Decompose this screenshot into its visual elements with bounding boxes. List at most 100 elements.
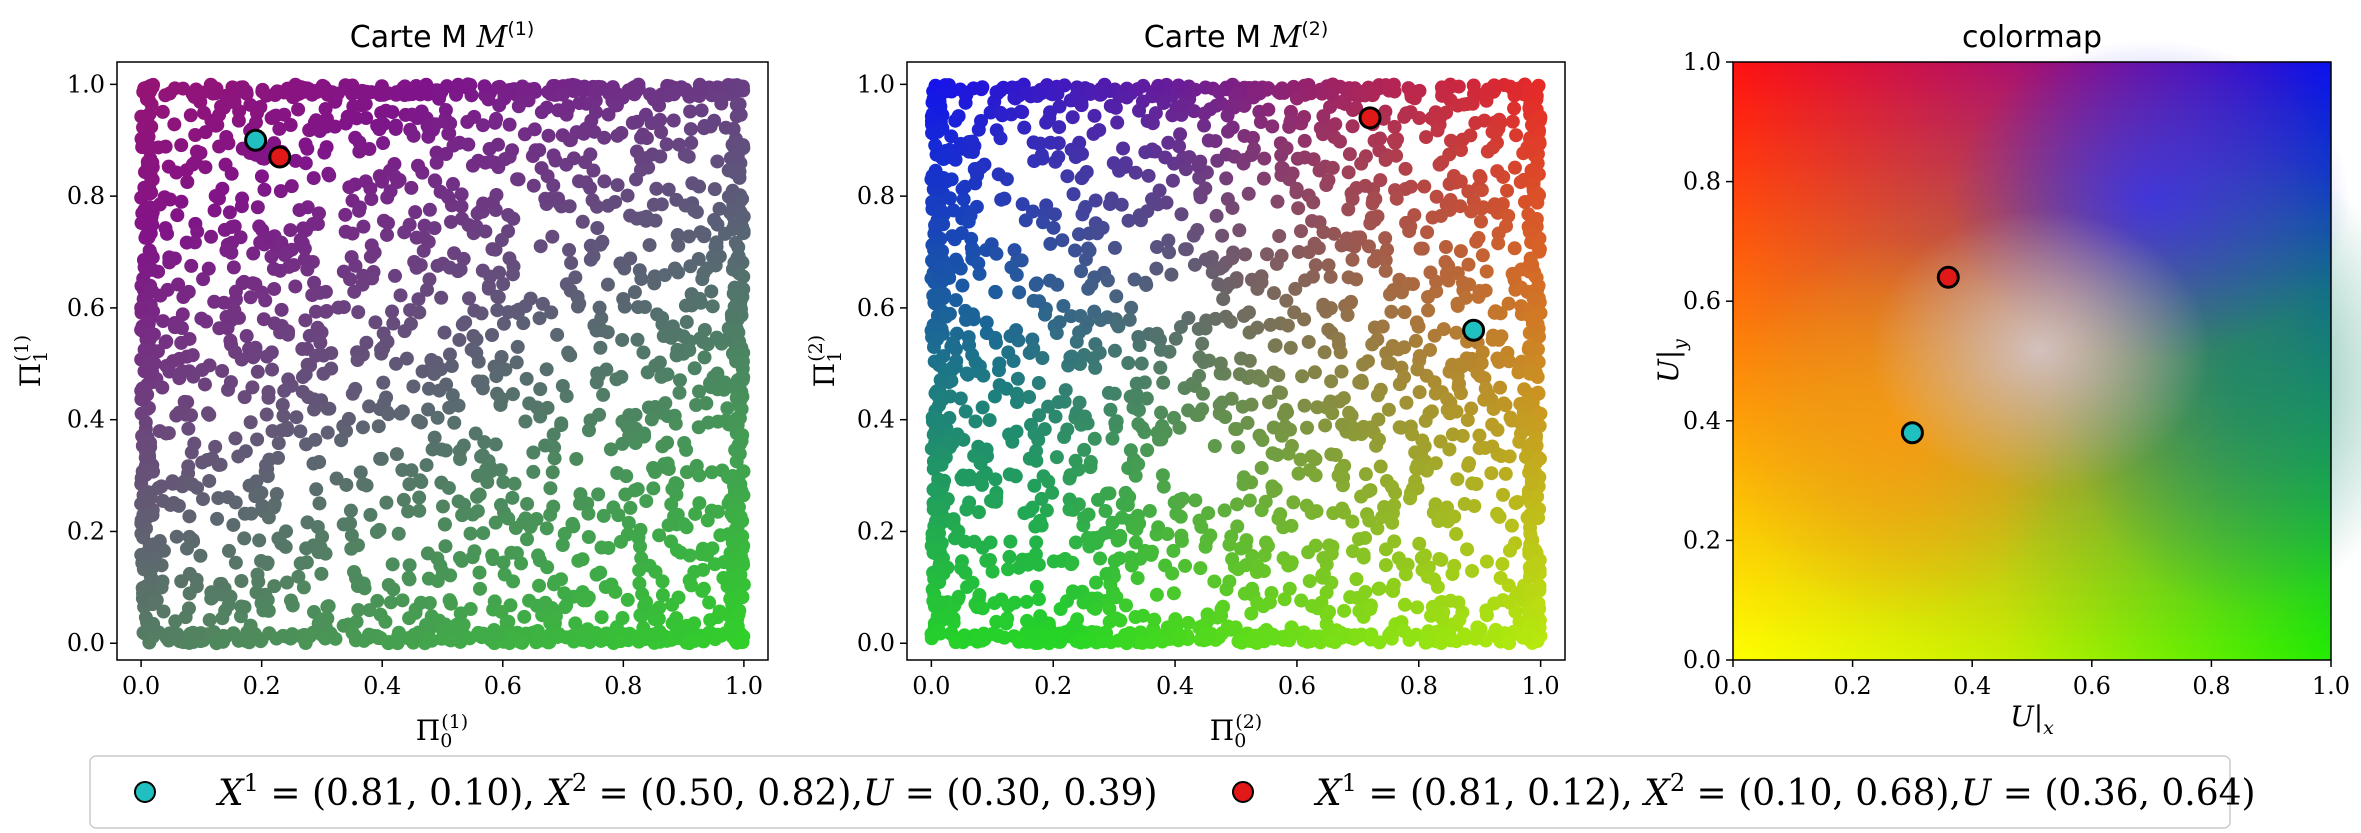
scatter-dot: [1397, 597, 1412, 612]
scatter-dot: [280, 327, 295, 342]
scatter-dot: [1341, 270, 1356, 285]
scatter-dot: [403, 316, 418, 331]
scatter-dot: [1019, 85, 1034, 100]
scatter-dot: [228, 555, 243, 570]
scatter-dot: [959, 366, 974, 381]
scatter-dot: [1144, 635, 1159, 650]
scatter-dot: [1335, 417, 1350, 432]
scatter-dot: [728, 287, 743, 302]
scatter-dot: [1118, 598, 1133, 613]
scatter-dot: [255, 498, 270, 513]
scatter-dot: [182, 509, 197, 524]
scatter-dot: [953, 391, 968, 406]
scatter-dot: [470, 504, 485, 519]
scatter-dot: [1327, 635, 1342, 650]
scatter-dot: [926, 594, 941, 609]
scatter-dot: [493, 397, 508, 412]
scatter-dot: [362, 142, 377, 157]
scatter-dot: [1337, 603, 1352, 618]
scatter-dot: [651, 611, 666, 626]
scatter-dot: [1496, 487, 1511, 502]
scatter-dot: [1321, 173, 1336, 188]
scatter-dot: [359, 111, 374, 126]
scatter-dot: [422, 272, 437, 287]
scatter-dot: [929, 289, 944, 304]
scatter-dot: [634, 271, 649, 286]
scatter-dot: [1386, 577, 1401, 592]
scatter-dot: [269, 631, 284, 646]
scatter-dot: [1470, 625, 1485, 640]
scatter-dot: [1213, 366, 1228, 381]
scatter-dot: [415, 364, 430, 379]
scatter-dot: [1474, 183, 1489, 198]
scatter-dot: [1307, 365, 1322, 380]
scatter-dot: [683, 122, 698, 137]
scatter-dot: [1066, 187, 1081, 202]
scatter-dot: [1419, 130, 1434, 145]
scatter-dot: [1254, 460, 1269, 475]
scatter-dot: [615, 611, 630, 626]
scatter-dot: [475, 468, 490, 483]
legend-text-2: X1 = (0.81, 0.12), X2 = (0.10, 0.68),U =…: [1313, 769, 2256, 814]
scatter-dot: [972, 266, 987, 281]
scatter-dot: [136, 507, 151, 522]
scatter-dot: [1093, 551, 1108, 566]
scatter-dot: [621, 515, 636, 530]
scatter-dot: [944, 129, 959, 144]
scatter-dot: [1399, 395, 1414, 410]
scatter-dot: [725, 311, 740, 326]
scatter-dot: [383, 184, 398, 199]
scatter-dot: [1225, 251, 1240, 266]
scatter-dot: [429, 145, 444, 160]
scatter-dot: [226, 517, 241, 532]
scatter-dot: [1250, 559, 1265, 574]
scatter-dot: [1118, 156, 1133, 171]
scatter-dot: [1068, 453, 1083, 468]
scatter-dot: [336, 264, 351, 279]
scatter-dot: [672, 373, 687, 388]
scatter-dot: [576, 593, 591, 608]
scatter-dot: [1138, 145, 1153, 160]
scatter-dot: [1426, 572, 1441, 587]
scatter-dot: [1316, 300, 1331, 315]
scatter-dot: [496, 277, 511, 292]
scatter-dot: [296, 580, 311, 595]
scatter-dot: [453, 606, 468, 621]
scatter-dot: [1280, 405, 1295, 420]
x-tick-label: 0.2: [1834, 672, 1872, 700]
x-ticks-3: 0.0 0.2 0.4 0.6 0.8 1.0: [1714, 660, 2350, 700]
scatter-dot: [1195, 336, 1210, 351]
scatter-dot: [679, 442, 694, 457]
scatter-dot: [1324, 546, 1339, 561]
scatter-dot: [629, 172, 644, 187]
scatter-dot: [231, 113, 246, 128]
scatter-dot: [1060, 422, 1075, 437]
scatter-dot: [539, 362, 554, 377]
scatter-dot: [1487, 596, 1502, 611]
scatter-dot: [1460, 97, 1475, 112]
scatter-dot: [309, 113, 324, 128]
scatter-dot: [1479, 264, 1494, 279]
scatter-dot: [1397, 370, 1412, 385]
scatter-dot: [712, 604, 727, 619]
scatter-dot: [1345, 544, 1360, 559]
scatter-dot: [671, 265, 686, 280]
x-axis-label-3: U|x: [2010, 700, 2054, 739]
scatter-dot: [974, 160, 989, 175]
scatter-dot: [202, 407, 217, 422]
scatter-dot: [1257, 634, 1272, 649]
scatter-dot: [1480, 82, 1495, 97]
scatter-dot: [1092, 123, 1107, 138]
scatter-dot: [473, 581, 488, 596]
scatter-dot: [1222, 537, 1237, 552]
scatter-dot: [1072, 135, 1087, 150]
scatter-dot: [311, 206, 326, 221]
scatter-panel-1: 0.0 0.2 0.4 0.6 0.8 1.0 0.00.20.40.60.81.0 Ca…: [11, 18, 769, 752]
scatter-dot: [673, 545, 688, 560]
scatter-dot: [387, 268, 402, 283]
scatter-dot: [1530, 489, 1545, 504]
scatter-dot: [514, 556, 529, 571]
scatter-dot: [1284, 112, 1299, 127]
scatter-dot: [402, 558, 417, 573]
scatter-dot: [731, 607, 746, 622]
